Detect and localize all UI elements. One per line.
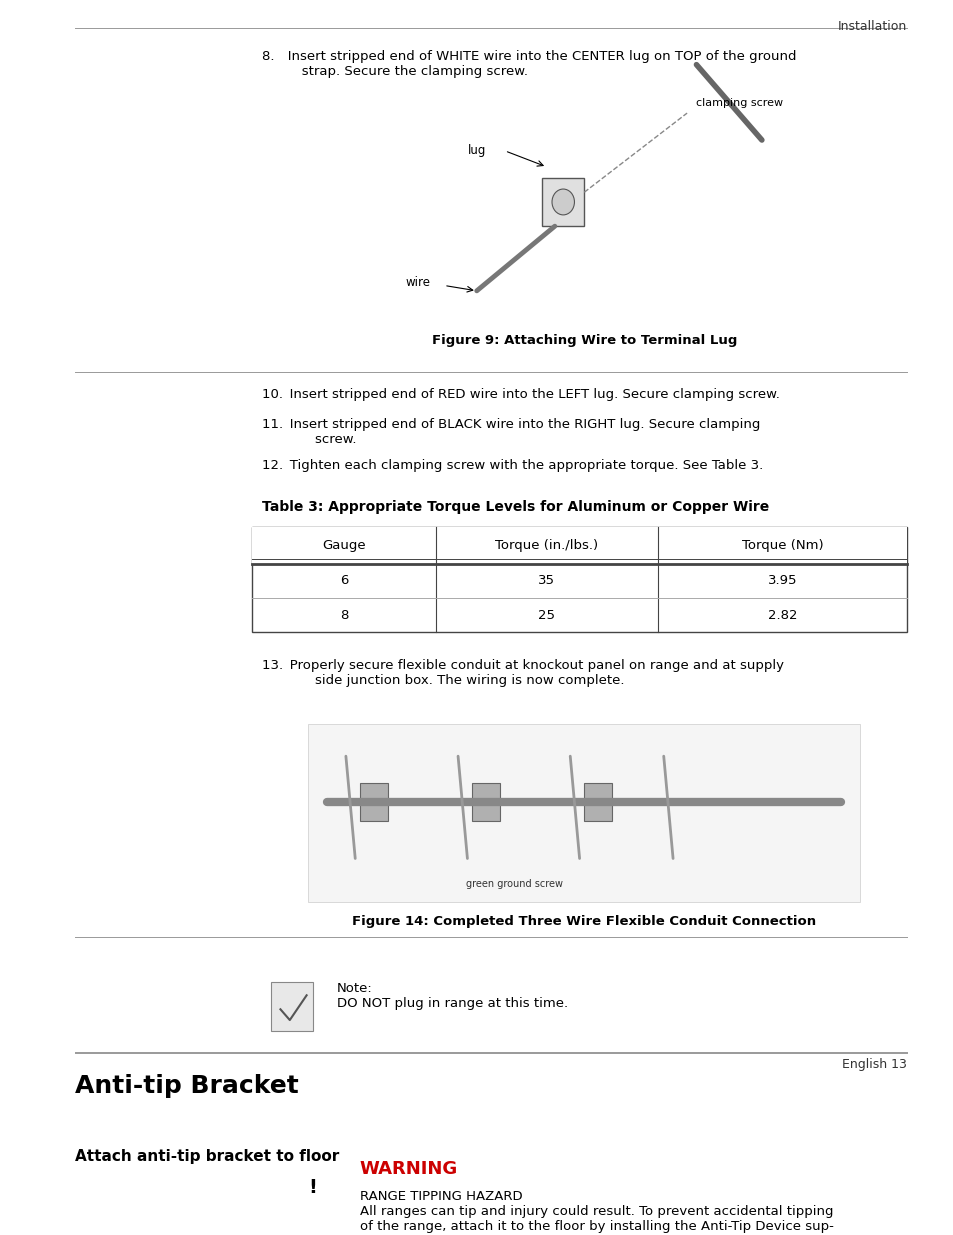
Bar <box>472 783 499 821</box>
Text: 6: 6 <box>339 574 348 588</box>
Text: 13. Properly secure flexible conduit at knockout panel on range and at supply
  : 13. Properly secure flexible conduit at … <box>261 659 783 687</box>
Text: 3.95: 3.95 <box>767 574 797 588</box>
Text: clamping screw: clamping screw <box>696 98 782 107</box>
Circle shape <box>552 189 574 215</box>
Bar <box>253 526 906 563</box>
Text: 2.82: 2.82 <box>767 609 797 621</box>
Text: 12. Tighten each clamping screw with the appropriate torque. See Table 3.: 12. Tighten each clamping screw with the… <box>261 459 762 472</box>
Text: WARNING: WARNING <box>359 1160 457 1178</box>
Polygon shape <box>271 982 313 1031</box>
Text: green ground screw: green ground screw <box>465 878 562 889</box>
Text: 8: 8 <box>339 609 348 621</box>
Text: 25: 25 <box>537 609 555 621</box>
Text: Note:
DO NOT plug in range at this time.: Note: DO NOT plug in range at this time. <box>336 982 567 1010</box>
Text: Gauge: Gauge <box>322 538 365 552</box>
Bar <box>253 140 906 324</box>
Text: 8. Insert stripped end of WHITE wire into the CENTER lug on TOP of the ground
  : 8. Insert stripped end of WHITE wire int… <box>261 49 796 78</box>
Text: Installation: Installation <box>837 21 906 33</box>
Bar <box>308 724 860 902</box>
Bar <box>359 783 388 821</box>
Text: Figure 14: Completed Three Wire Flexible Conduit Connection: Figure 14: Completed Three Wire Flexible… <box>352 914 816 927</box>
Text: Torque (in./lbs.): Torque (in./lbs.) <box>495 538 598 552</box>
Bar <box>541 178 583 226</box>
Text: Table 3: Appropriate Torque Levels for Aluminum or Copper Wire: Table 3: Appropriate Torque Levels for A… <box>261 500 768 514</box>
Text: English 13: English 13 <box>841 1057 906 1071</box>
Text: Attach anti-tip bracket to floor: Attach anti-tip bracket to floor <box>74 1150 338 1165</box>
Text: Anti-tip Bracket: Anti-tip Bracket <box>74 1074 298 1098</box>
Text: !: ! <box>309 1178 317 1198</box>
Text: 35: 35 <box>537 574 555 588</box>
Text: RANGE TIPPING HAZARD
All ranges can tip and injury could result. To prevent acci: RANGE TIPPING HAZARD All ranges can tip … <box>359 1191 833 1235</box>
Text: 10. Insert stripped end of RED wire into the LEFT lug. Secure clamping screw.: 10. Insert stripped end of RED wire into… <box>261 388 779 401</box>
Text: Torque (Nm): Torque (Nm) <box>740 538 822 552</box>
Text: 11. Insert stripped end of BLACK wire into the RIGHT lug. Secure clamping
    sc: 11. Insert stripped end of BLACK wire in… <box>261 417 760 446</box>
Bar <box>583 783 612 821</box>
Bar <box>253 526 906 632</box>
Polygon shape <box>290 1160 336 1219</box>
Text: Figure 9: Attaching Wire to Terminal Lug: Figure 9: Attaching Wire to Terminal Lug <box>431 333 736 347</box>
Text: lug: lug <box>467 144 486 157</box>
Text: wire: wire <box>405 275 430 289</box>
